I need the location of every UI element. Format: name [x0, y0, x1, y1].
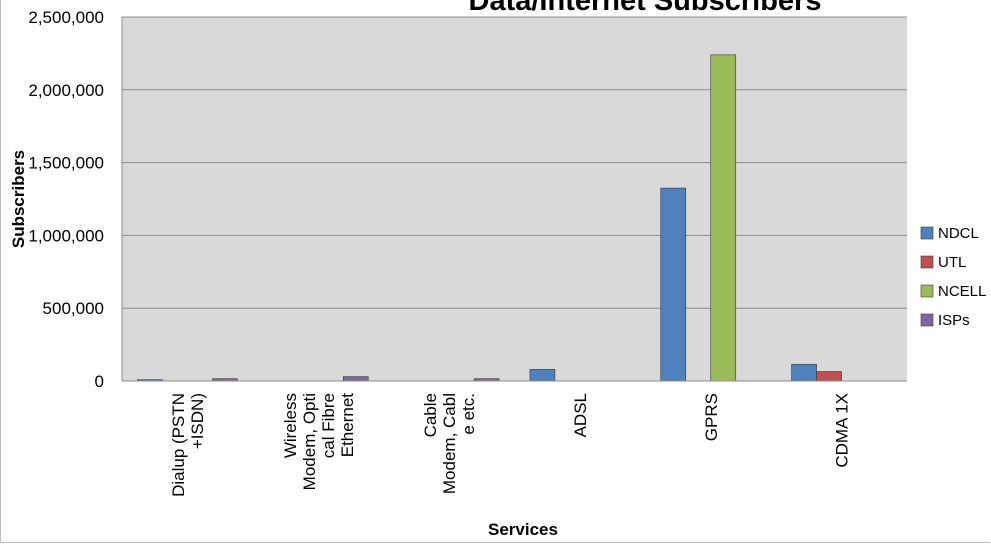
legend-swatch [920, 255, 934, 269]
bar-ndcl [660, 187, 687, 382]
x-category-label-line: cal Fibre [319, 393, 338, 458]
x-category-label-line: Dialup (PSTN [169, 393, 188, 497]
y-tick-label: 0 [95, 372, 104, 391]
y-tick-label: 1,500,000 [28, 154, 104, 173]
bars [137, 54, 842, 382]
legend-swatch [920, 313, 934, 327]
bar-ndcl [791, 363, 817, 382]
legend-label: ISPs [938, 312, 970, 329]
x-category-label-line: Modem, Cabl [440, 393, 459, 494]
y-tick-labels: 0 500,000 1,000,000 1,500,000 2,000,000 2,500… [28, 8, 104, 391]
x-category-label: CDMA 1X [833, 393, 852, 468]
legend: NDCL UTL NCELL ISPs [920, 225, 986, 329]
x-category-label: Dialup (PSTN +ISDN) [169, 393, 207, 497]
legend-swatch [920, 284, 934, 298]
y-axis-title: Subscribers [9, 150, 28, 248]
bar-utl [816, 371, 842, 382]
x-category-label-line: ADSL [571, 393, 590, 437]
legend-label: NCELL [938, 283, 986, 300]
x-category-label-line: Wireless [281, 393, 300, 458]
bar-ndcl [529, 369, 556, 382]
bar-isps [342, 376, 369, 382]
x-category-label-line: CDMA 1X [833, 393, 852, 468]
x-category-label: GPRS [702, 393, 721, 441]
legend-swatch [920, 226, 934, 240]
x-category-label-line: +ISDN) [188, 393, 207, 449]
x-category-labels: Dialup (PSTN +ISDN) Wireless Modem, Opti cal… [169, 393, 852, 497]
plot-area [122, 17, 907, 381]
x-category-label: Cable Modem, Cabl e etc. [421, 393, 478, 494]
y-tick-label: 1,000,000 [28, 226, 104, 245]
gridlines [122, 16, 907, 309]
legend-label: UTL [938, 254, 966, 271]
x-category-label: ADSL [571, 393, 590, 437]
x-category-label: Wireless Modem, Opti cal Fibre Ethernet [281, 393, 357, 491]
x-category-label-line: Modem, Opti [300, 393, 319, 490]
bar-ncell [710, 54, 737, 382]
x-category-label-line: Ethernet [338, 393, 357, 458]
y-tick-label: 2,000,000 [28, 81, 104, 100]
y-tick-label: 2,500,000 [28, 8, 104, 27]
x-category-label-line: e etc. [459, 393, 478, 435]
legend-label: NDCL [938, 225, 979, 242]
x-axis-title: Services [488, 520, 558, 539]
y-tick-label: 500,000 [43, 299, 104, 318]
x-category-label-line: GPRS [702, 393, 721, 441]
x-category-label-line: Cable [421, 393, 440, 437]
chart-title: Data/Internet Subscribers [469, 0, 822, 17]
